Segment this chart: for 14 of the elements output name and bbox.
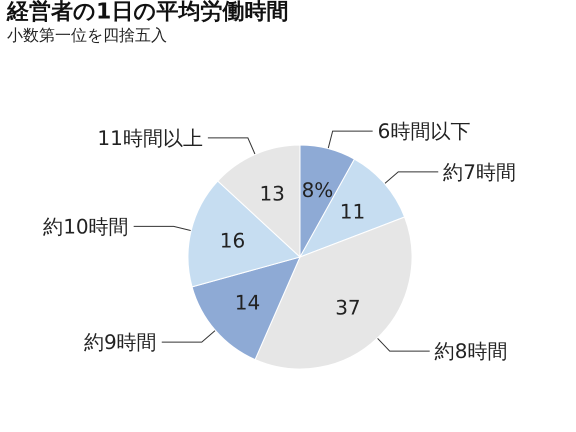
chart-subtitle: 小数第一位を四捨五入	[7, 26, 167, 44]
slice-label: 6時間以下	[378, 119, 470, 144]
data-label: 8%	[302, 178, 334, 202]
slice-label: 約10時間	[43, 214, 129, 238]
slice-label: 約8時間	[434, 339, 508, 364]
data-label: 37	[335, 295, 361, 320]
slice-label: 約7時間	[443, 160, 516, 184]
data-label: 11	[340, 200, 366, 224]
slice-label: 11時間以上	[97, 126, 203, 150]
data-label: 14	[234, 290, 260, 314]
slice-label: 約9時間	[84, 330, 157, 354]
data-label: 13	[259, 181, 285, 206]
chart-title: 経営者の1日の平均労働時間	[6, 0, 288, 24]
data-label: 16	[220, 228, 246, 253]
